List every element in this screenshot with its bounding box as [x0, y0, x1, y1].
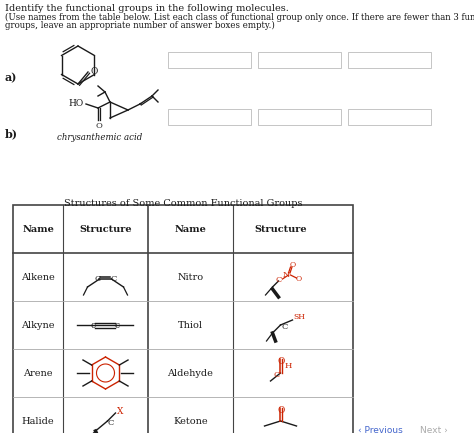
Text: Name: Name	[22, 224, 54, 233]
Text: —c: —c	[82, 320, 97, 330]
Text: C: C	[282, 323, 288, 331]
Bar	[258, 52, 341, 68]
Text: a): a)	[5, 72, 18, 83]
Text: O: O	[278, 406, 285, 415]
Text: Structures of Some Common Functional Groups: Structures of Some Common Functional Gro…	[64, 199, 302, 208]
Text: C: C	[273, 371, 280, 379]
Text: O: O	[290, 261, 296, 269]
Text: H: H	[284, 362, 292, 370]
Bar	[348, 52, 431, 68]
Bar	[258, 109, 341, 125]
Text: Structure: Structure	[254, 224, 307, 233]
Text: Arene: Arene	[23, 368, 53, 378]
Text: Aldehyde: Aldehyde	[168, 368, 213, 378]
Text: c—: c—	[114, 320, 128, 330]
Text: Next ›: Next ›	[420, 426, 448, 433]
Text: C: C	[94, 275, 100, 283]
Text: ‹ Previous: ‹ Previous	[358, 426, 403, 433]
Text: O: O	[96, 122, 102, 130]
Bar	[168, 109, 251, 125]
Text: O: O	[278, 357, 285, 366]
Text: N: N	[283, 271, 290, 279]
Text: Name: Name	[174, 224, 207, 233]
Text: X: X	[117, 407, 123, 416]
Text: HO: HO	[69, 100, 84, 109]
Text: Alkyne: Alkyne	[21, 320, 55, 330]
Text: Ketone: Ketone	[173, 417, 208, 426]
Text: (Use names from the table below. List each class of functional group only once. : (Use names from the table below. List ea…	[5, 13, 474, 22]
Text: Identify the functional groups in the following molecules.: Identify the functional groups in the fo…	[5, 4, 289, 13]
Text: SH: SH	[293, 313, 305, 321]
Text: Thiol: Thiol	[178, 320, 203, 330]
Bar	[348, 109, 431, 125]
Text: C: C	[275, 276, 282, 284]
Text: C: C	[108, 419, 114, 427]
Text: O: O	[91, 67, 99, 75]
Text: chrysanthemic acid: chrysanthemic acid	[57, 133, 143, 142]
Text: Structure: Structure	[79, 224, 132, 233]
Text: b): b)	[5, 128, 18, 139]
Text: C: C	[110, 275, 117, 283]
Text: Nitro: Nitro	[177, 272, 203, 281]
Text: Alkene: Alkene	[21, 272, 55, 281]
Bar	[168, 52, 251, 68]
Text: Halide: Halide	[22, 417, 55, 426]
Text: O: O	[295, 275, 301, 283]
Text: groups, leave an appropriate number of answer boxes empty.): groups, leave an appropriate number of a…	[5, 21, 275, 30]
Bar	[13, 205, 353, 433]
